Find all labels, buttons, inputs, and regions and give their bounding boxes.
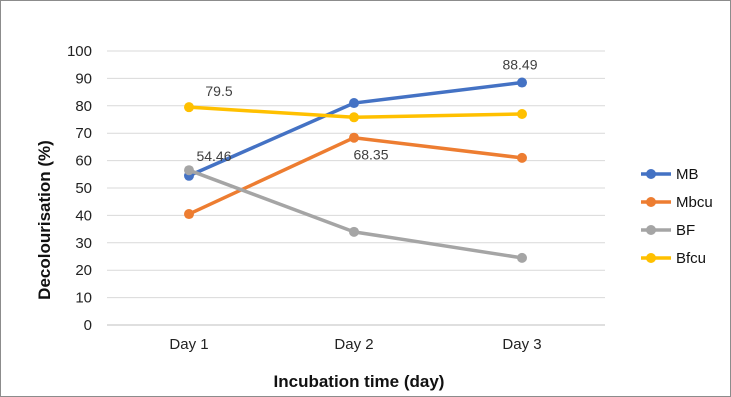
legend-label: Bfcu <box>676 250 706 267</box>
x-axis-title: Incubation time (day) <box>274 372 445 391</box>
series-lines <box>184 77 527 263</box>
legend-label: BF <box>676 222 695 239</box>
y-tick-label: 0 <box>84 317 92 334</box>
data-point <box>517 77 527 88</box>
x-tick-label: Day 3 <box>502 336 541 353</box>
data-point <box>184 209 194 220</box>
legend-marker <box>646 169 656 179</box>
data-point <box>349 132 359 143</box>
y-tick-label: 90 <box>75 70 92 87</box>
data-point <box>349 98 359 109</box>
y-tick-label: 40 <box>75 207 92 224</box>
y-tick-label: 100 <box>67 43 92 60</box>
data-point <box>349 112 359 123</box>
legend-item: BF <box>641 222 695 239</box>
legend-item: MB <box>641 166 699 183</box>
legend-item: Bfcu <box>641 250 706 267</box>
legend-marker <box>646 225 656 235</box>
y-axis-title: Decolourisation (%) <box>35 140 54 300</box>
data-point <box>517 252 527 263</box>
legend-label: MB <box>676 166 699 183</box>
y-tick-label: 50 <box>75 180 92 197</box>
y-tick-label: 10 <box>75 290 92 307</box>
y-tick-labels: 0 10 20 30 40 50 60 70 80 90 100 <box>67 43 92 334</box>
legend: MB Mbcu BF Bfcu <box>641 166 713 267</box>
gridlines <box>107 50 605 326</box>
series-mbcu <box>184 132 527 220</box>
y-tick-label: 20 <box>75 262 92 279</box>
data-point <box>517 152 527 163</box>
y-tick-label: 60 <box>75 153 92 170</box>
series-bfcu <box>184 102 527 123</box>
y-tick-label: 30 <box>75 235 92 252</box>
y-tick-label: 70 <box>75 125 92 142</box>
data-label: 79.5 <box>205 83 232 99</box>
data-label: 88.49 <box>502 57 537 73</box>
legend-label: Mbcu <box>676 194 713 211</box>
data-point <box>349 226 359 237</box>
series-line <box>188 168 523 260</box>
x-tick-label: Day 1 <box>169 336 208 353</box>
legend-item: Mbcu <box>641 194 713 211</box>
x-tick-label: Day 2 <box>334 336 373 353</box>
data-point <box>517 109 527 120</box>
data-label: 68.35 <box>353 147 388 163</box>
series-bf <box>184 165 527 263</box>
y-tick-label: 80 <box>75 98 92 115</box>
data-point <box>184 165 194 176</box>
series-mb <box>184 77 527 181</box>
data-point <box>184 102 194 113</box>
legend-marker <box>646 197 656 207</box>
data-label: 54.46 <box>196 148 231 164</box>
legend-marker <box>646 253 656 263</box>
x-tick-labels: Day 1 Day 2 Day 3 <box>169 336 541 353</box>
data-labels: 79.5 54.46 68.35 88.49 <box>196 57 537 164</box>
